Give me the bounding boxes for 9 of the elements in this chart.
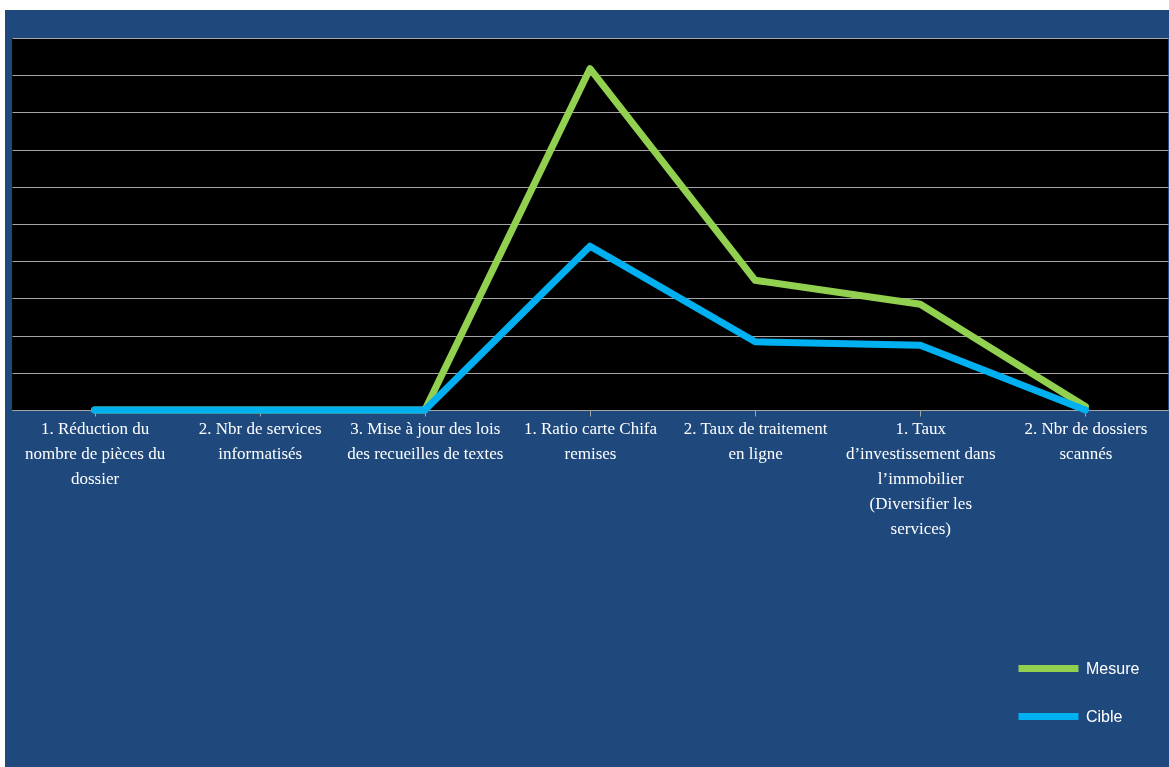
legend-label: Cible [1086,707,1123,725]
x-tick-label: 2. Nbr de dossiers scannés [1024,418,1148,463]
x-tick-label: 1. Ratio carte Chifa remises [523,418,658,463]
x-tick-label: 2. Taux de traitement en ligne [683,418,828,463]
x-tick-label: 1. Taux d’investissement dans l’immobilier (Diversifier les services) [845,418,996,538]
x-tick-label: 3. Mise à jour des lois des recueilles de textes [347,418,504,463]
x-tick-label: 1. Réduction du nombre de pièces du dossier [24,418,166,488]
x-tick-label: 2. Nbr de services informatisés [198,418,322,463]
legend-label: Mesure [1086,659,1140,677]
